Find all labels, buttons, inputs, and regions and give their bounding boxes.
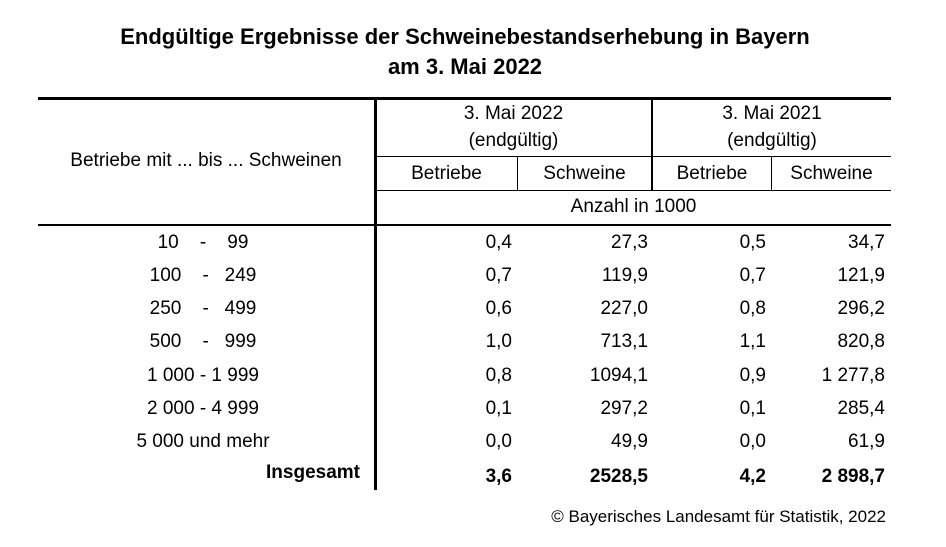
group-2021-note: (endgültig): [727, 130, 817, 151]
cell-schweine-2022: 713,1: [600, 331, 648, 352]
cell-schweine-2022: 49,9: [611, 431, 648, 452]
col-header-betriebe-2021: Betriebe: [676, 163, 748, 184]
cell-betriebe-2022: 0,0: [485, 431, 512, 452]
group-2022-date: 3. Mai 2022: [463, 103, 564, 124]
total-betriebe-2022: 3,6: [485, 466, 512, 487]
cell-schweine-2021: 285,4: [837, 398, 885, 419]
row-label: 2 000 - 4 999: [147, 398, 259, 419]
cell-betriebe-2022: 1,0: [485, 331, 512, 352]
row-label: 10 - 99: [157, 232, 249, 253]
cell-betriebe-2022: 0,6: [485, 298, 512, 319]
col-header-schweine-2021: Schweine: [790, 163, 873, 184]
group-2022-note: (endgültig): [468, 130, 559, 151]
cell-schweine-2021: 121,9: [837, 265, 885, 286]
total-schweine-2021: 2 898,7: [821, 466, 885, 487]
header-rule-groups: [375, 156, 891, 157]
cell-betriebe-2021: 0,0: [739, 431, 766, 452]
cell-betriebe-2021: 0,9: [739, 365, 766, 386]
cell-betriebe-2021: 0,8: [739, 298, 766, 319]
cell-betriebe-2022: 0,1: [485, 398, 512, 419]
header-rule-columns: [375, 190, 891, 191]
col-header-schweine-2022: Schweine: [543, 163, 626, 184]
cell-schweine-2021: 296,2: [837, 298, 885, 319]
table-top-rule: [38, 97, 891, 100]
header-bottom-rule: [38, 224, 891, 226]
total-betriebe-2021: 4,2: [739, 466, 766, 487]
col-header-betriebe-2022: Betriebe: [411, 163, 482, 184]
row-label: 100 - 249: [149, 265, 257, 286]
col-divider-2022: [517, 156, 518, 191]
cell-schweine-2021: 820,8: [837, 331, 885, 352]
page-title-line1: Endgültige Ergebnisse der Schweinebestan…: [120, 24, 810, 49]
cell-betriebe-2022: 0,4: [485, 232, 512, 253]
stub-divider: [374, 97, 377, 490]
cell-betriebe-2021: 0,7: [739, 265, 766, 286]
cell-betriebe-2021: 0,1: [739, 398, 766, 419]
row-label: 5 000 und mehr: [136, 431, 270, 452]
cell-schweine-2021: 1 277,8: [821, 365, 885, 386]
group-divider: [651, 97, 653, 191]
unit-label: Anzahl in 1000: [570, 196, 697, 217]
cell-schweine-2022: 27,3: [611, 232, 648, 253]
cell-schweine-2022: 1094,1: [589, 365, 648, 386]
col-divider-2021: [771, 156, 772, 191]
row-label: 500 - 999: [149, 331, 257, 352]
cell-schweine-2021: 61,9: [848, 431, 885, 452]
cell-schweine-2022: 227,0: [600, 298, 648, 319]
cell-schweine-2021: 34,7: [848, 232, 885, 253]
copyright-footer: © Bayerisches Landesamt für Statistik, 2…: [551, 507, 886, 526]
row-label: 250 - 499: [149, 298, 257, 319]
page-title-line2: am 3. Mai 2022: [387, 54, 543, 79]
cell-schweine-2022: 119,9: [601, 265, 648, 286]
cell-betriebe-2021: 1,1: [739, 331, 766, 352]
cell-betriebe-2022: 0,8: [485, 365, 512, 386]
group-2021-date: 3. Mai 2021: [722, 103, 822, 124]
total-label: Insgesamt: [266, 462, 360, 483]
cell-betriebe-2021: 0,5: [739, 232, 766, 253]
row-label: 1 000 - 1 999: [147, 365, 259, 386]
total-schweine-2022: 2528,5: [589, 466, 648, 487]
cell-betriebe-2022: 0,7: [485, 265, 512, 286]
row-header-label: Betriebe mit ... bis ... Schweinen: [70, 150, 342, 171]
cell-schweine-2022: 297,2: [600, 398, 648, 419]
